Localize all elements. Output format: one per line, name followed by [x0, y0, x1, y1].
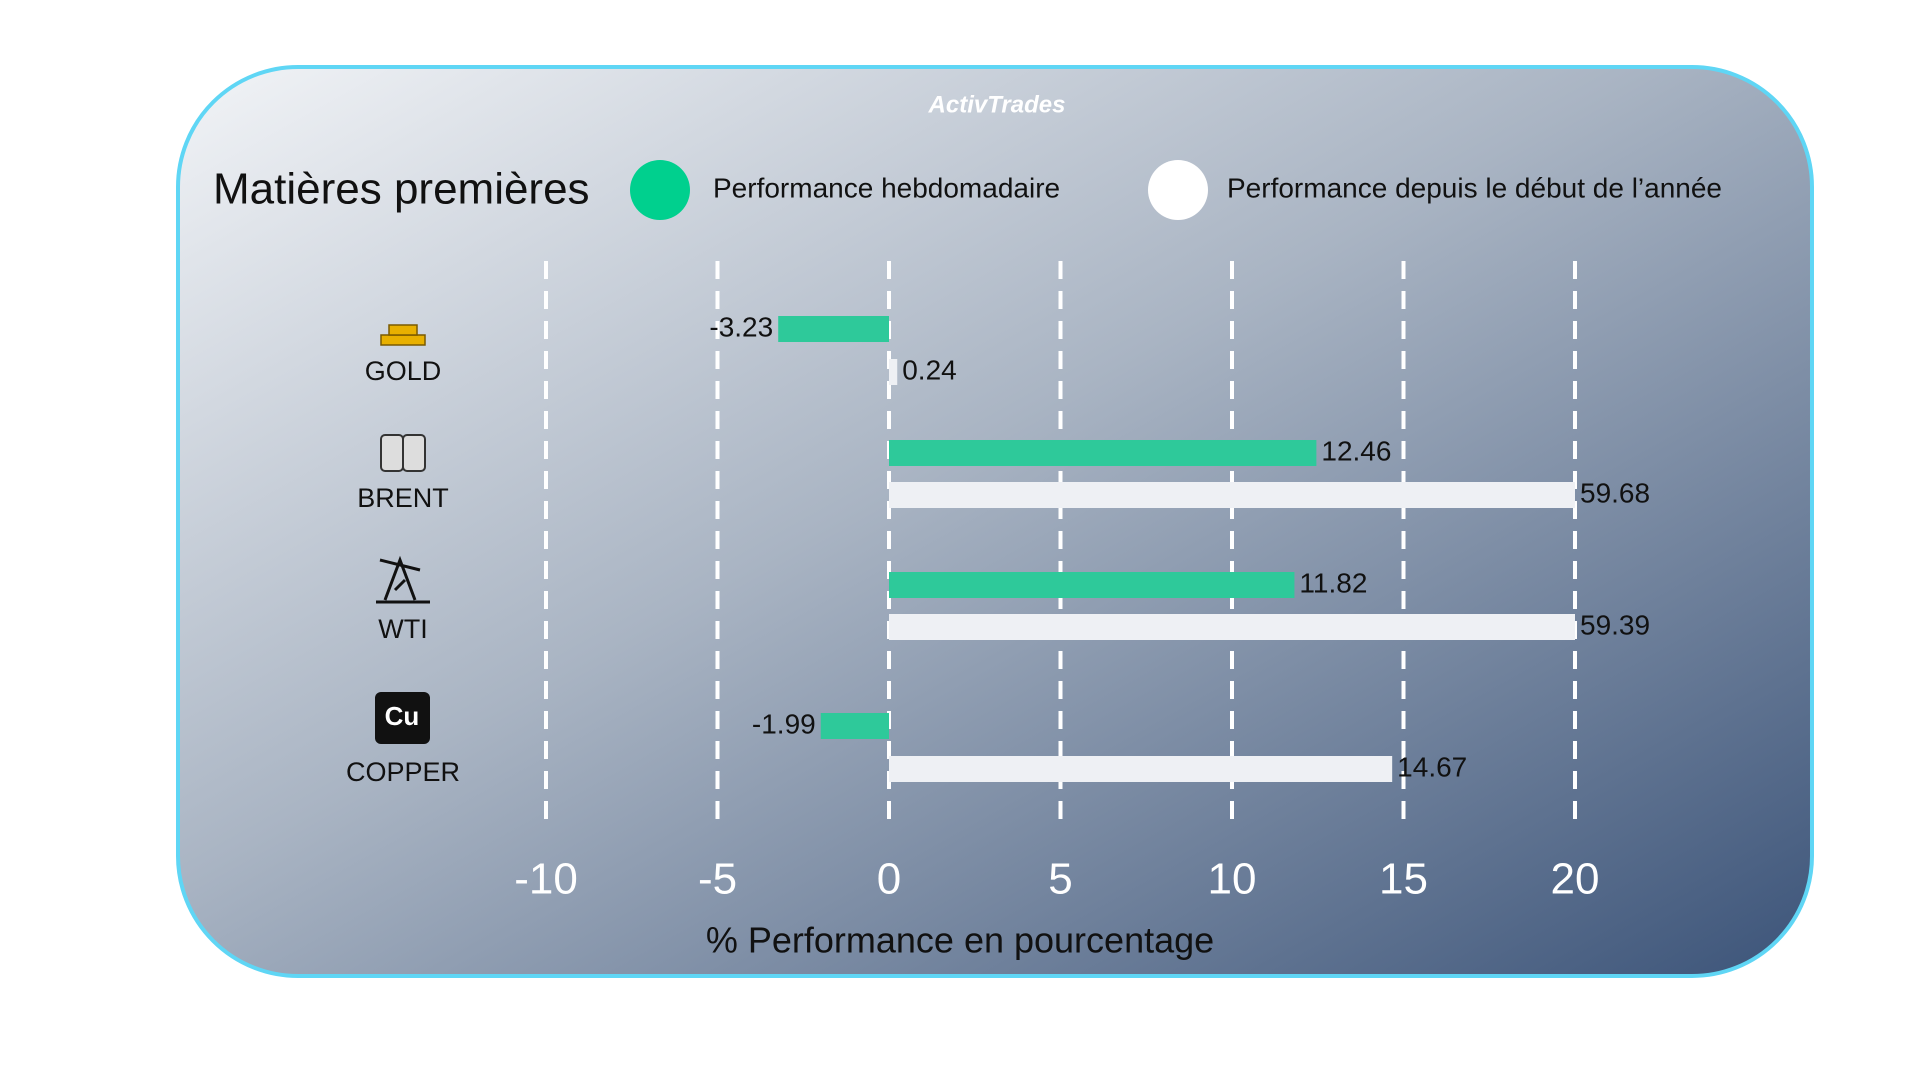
x-tick-label: 20 — [1551, 855, 1600, 904]
bar — [820, 713, 889, 739]
value-label: 59.39 — [1580, 609, 1650, 640]
category-label: WTI — [378, 614, 427, 644]
bar — [889, 756, 1393, 782]
x-tick-label: 10 — [1208, 855, 1257, 904]
value-label: 11.82 — [1299, 567, 1367, 598]
x-tick-label: -10 — [514, 855, 578, 904]
bar — [889, 572, 1295, 598]
category-label: GOLD — [365, 356, 442, 386]
legend-label: Performance depuis le début de l’année — [1227, 172, 1722, 203]
legend-label: Performance hebdomadaire — [713, 172, 1060, 203]
bar — [889, 482, 1575, 508]
category-label: COPPER — [346, 757, 460, 787]
value-label: -3.23 — [709, 311, 773, 342]
value-label: 12.46 — [1321, 435, 1391, 466]
x-tick-label: 15 — [1379, 855, 1428, 904]
x-tick-label: 0 — [877, 855, 901, 904]
svg-text:Cu: Cu — [385, 701, 420, 731]
legend-swatch — [630, 160, 690, 220]
icons: Cu — [375, 324, 430, 744]
value-label: 14.67 — [1397, 751, 1467, 782]
x-tick-label: -5 — [698, 855, 737, 904]
value-label: 0.24 — [902, 354, 957, 385]
bar — [889, 614, 1575, 640]
value-label: 59.68 — [1580, 477, 1650, 508]
x-axis-title: % Performance en pourcentage — [706, 920, 1214, 961]
chart-title: Matières premières — [213, 165, 590, 214]
bar — [778, 316, 889, 342]
x-tick-label: 5 — [1048, 855, 1072, 904]
bar — [889, 359, 898, 385]
bars — [778, 316, 1575, 782]
legend-swatch — [1148, 160, 1208, 220]
category-label: BRENT — [357, 483, 449, 513]
bar — [889, 440, 1317, 466]
value-label: -1.99 — [752, 708, 816, 739]
brand-logo: ActivTrades — [928, 91, 1066, 118]
